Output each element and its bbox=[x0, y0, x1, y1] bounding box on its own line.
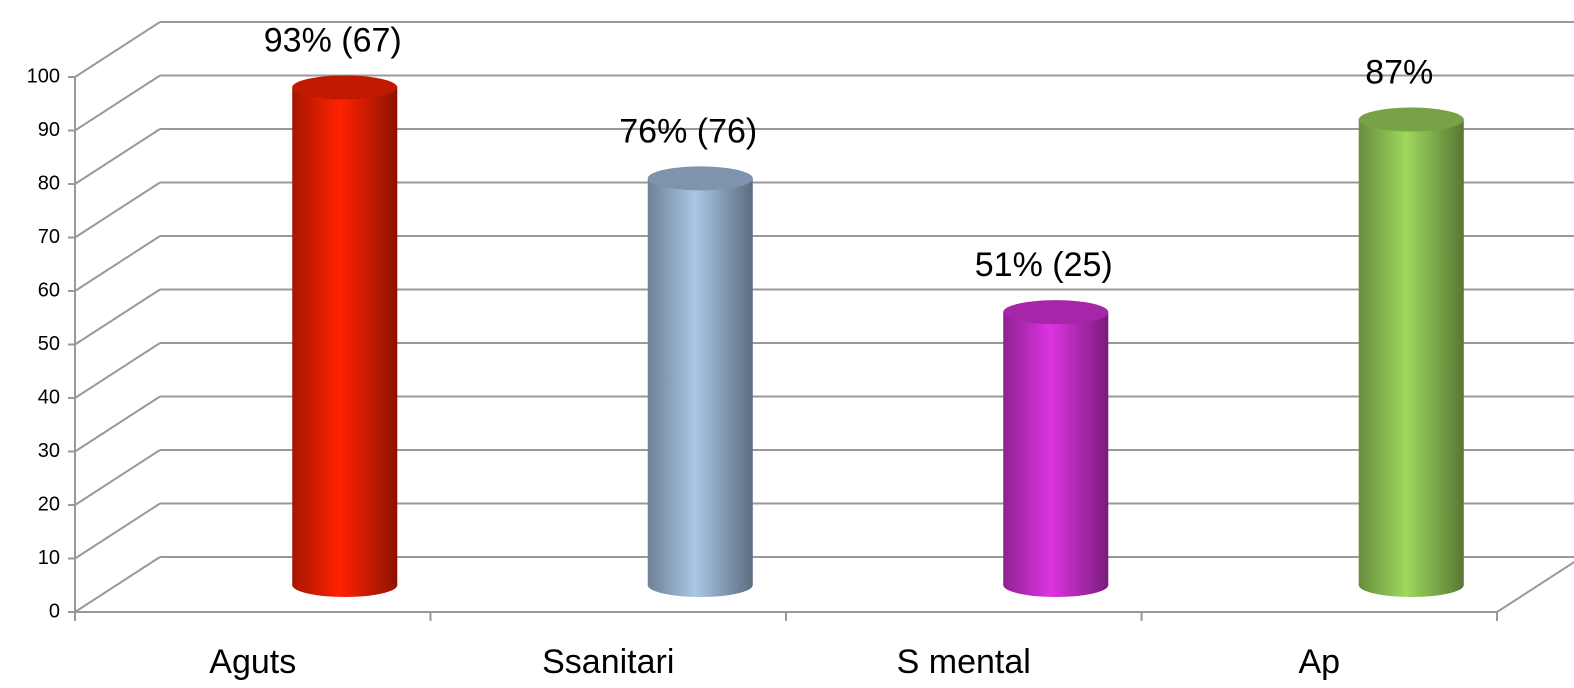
bar-top-shade bbox=[647, 166, 753, 191]
data-label: 87% bbox=[1365, 54, 1433, 92]
grid-line-side bbox=[74, 128, 161, 185]
data-label: 76% (76) bbox=[619, 112, 757, 150]
bar bbox=[1358, 107, 1464, 597]
grid-line-side bbox=[74, 235, 161, 292]
y-tick-label: 100 bbox=[27, 65, 60, 87]
y-tick-label: 70 bbox=[38, 226, 60, 248]
x-tick-label: Ssanitari bbox=[542, 643, 674, 681]
bar-top-shade bbox=[1003, 300, 1109, 325]
grid-line-side bbox=[74, 502, 161, 560]
bar-top bbox=[292, 75, 398, 100]
y-tick-label: 90 bbox=[38, 119, 60, 141]
y-tick-label: 30 bbox=[38, 440, 60, 462]
grid-line-side bbox=[74, 449, 161, 506]
bar-body-shade bbox=[292, 87, 398, 585]
x-tick-label: Aguts bbox=[209, 643, 296, 681]
x-tick-label: Ap bbox=[1298, 643, 1340, 681]
bar bbox=[647, 166, 753, 597]
bar-top bbox=[1003, 300, 1109, 325]
floor-right bbox=[1496, 560, 1574, 613]
grid-line-side bbox=[74, 342, 161, 399]
y-tick-label: 40 bbox=[38, 386, 60, 408]
bar-top bbox=[647, 166, 753, 191]
grid-line-side bbox=[74, 395, 161, 453]
y-tick-label: 60 bbox=[38, 279, 60, 301]
bar-body-shade bbox=[647, 178, 753, 585]
grid-line-side bbox=[74, 74, 161, 132]
bar-top-shade bbox=[292, 75, 398, 100]
bar-body-shade bbox=[1003, 312, 1109, 585]
grid-line-side bbox=[74, 21, 161, 78]
data-label: 93% (67) bbox=[264, 21, 402, 59]
y-tick-label: 50 bbox=[38, 333, 60, 355]
grid-line-side bbox=[74, 181, 161, 239]
bar bbox=[292, 75, 398, 597]
bar bbox=[1003, 300, 1109, 597]
bar-top-shade bbox=[1358, 107, 1464, 132]
grid-line-side bbox=[74, 556, 161, 613]
data-label: 51% (25) bbox=[975, 246, 1113, 284]
bar-top bbox=[1358, 107, 1464, 132]
y-tick-label: 10 bbox=[38, 547, 60, 569]
y-tick-label: 0 bbox=[49, 600, 60, 622]
x-tick-label: S mental bbox=[897, 643, 1031, 681]
bar-body-shade bbox=[1358, 119, 1464, 586]
y-tick-label: 20 bbox=[38, 493, 60, 515]
grid-line-side bbox=[74, 288, 161, 346]
y-tick-label: 80 bbox=[38, 172, 60, 194]
